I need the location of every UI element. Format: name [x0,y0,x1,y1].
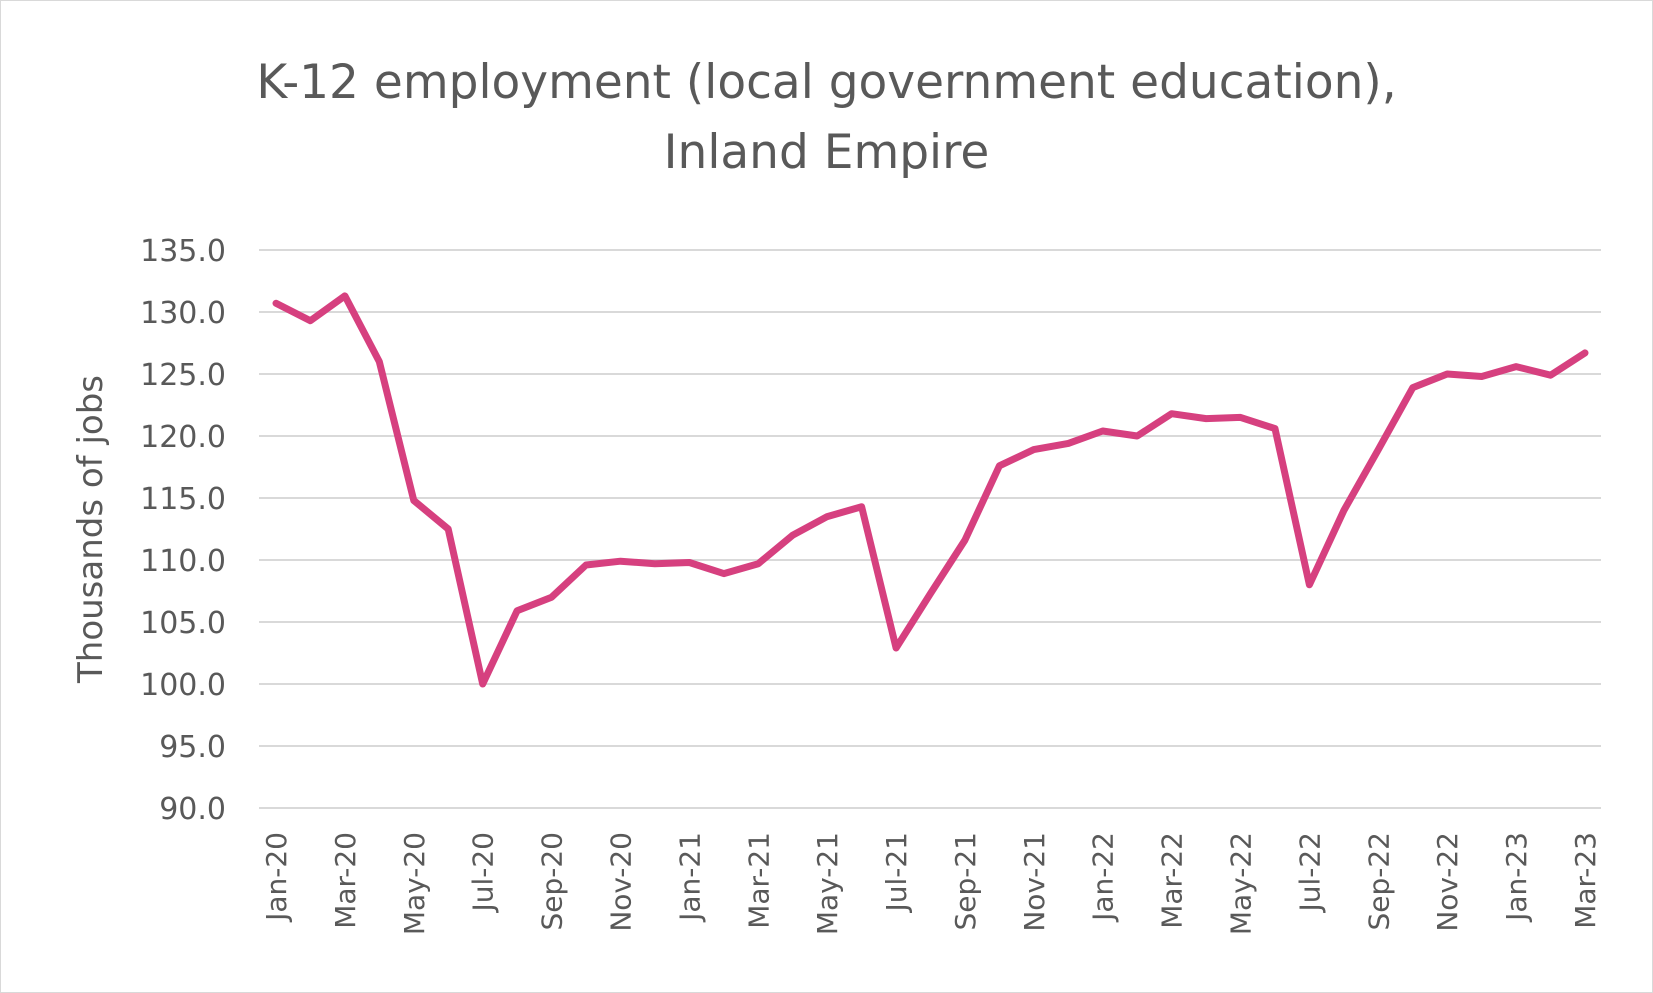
x-tick-label: Jul-22 [1293,832,1326,914]
data-point [1240,416,1242,418]
x-tick-label: Mar-20 [329,832,362,929]
y-tick-label: 125.0 [140,358,226,393]
y-tick-label: 95.0 [159,730,226,765]
series-line-0 [272,292,1589,688]
data-point [309,320,311,322]
data-point [1550,374,1552,376]
y-axis-title: Thousands of jobs [71,375,111,684]
data-point [413,499,415,501]
data-point [1102,430,1104,432]
x-tick-label: Jan-20 [260,832,293,923]
x-tick-label: Mar-21 [742,832,775,929]
x-tick-label: Jan-22 [1087,832,1120,923]
y-tick-label: 110.0 [140,544,226,579]
data-point [826,516,828,518]
data-point [792,534,794,536]
y-axis-ticks: 90.0 95.0 100.0 105.0 110.0 115.0 120.0 125.0 13… [140,234,226,827]
data-point [1308,584,1310,586]
data-point [482,683,484,685]
data-point [930,592,931,594]
data-point [275,302,277,304]
data-point [1067,442,1069,444]
data-point [1136,435,1138,437]
x-tick-label: May-21 [811,832,844,935]
data-point [757,563,759,565]
data-point [998,465,1000,467]
data-point [1377,449,1379,451]
data-point [1481,375,1483,377]
chart-title-line-1: K-12 employment (local government educat… [256,55,1397,110]
data-point [1446,373,1448,375]
chart-title: K-12 employment (local government educat… [0,48,1653,188]
x-tick-label: Mar-23 [1569,832,1602,929]
data-point [1033,449,1035,451]
y-tick-label: 90.0 [159,792,226,827]
y-tick-label: 130.0 [140,296,226,331]
data-point [1171,413,1173,415]
data-point [964,539,966,541]
data-point [1205,418,1207,420]
x-tick-label: Sep-21 [949,832,982,931]
data-point [619,560,621,562]
y-tick-label: 105.0 [140,606,226,641]
x-tick-label: Nov-20 [604,832,637,932]
x-tick-label: Mar-22 [1156,832,1189,929]
data-point [895,647,897,649]
data-point [551,596,553,598]
data-point [1274,428,1276,430]
data-point [447,528,449,530]
y-tick-label: 100.0 [140,668,226,703]
x-axis-ticks: Jan-20 Mar-20 May-20 Jul-20 Sep-20 Nov-20 Jan-… [260,832,1602,935]
chart-title-line-2: Inland Empire [663,125,990,180]
y-tick-label: 115.0 [140,482,226,517]
data-point [723,573,725,575]
data-point [688,561,690,563]
y-tick-label: 135.0 [140,234,226,269]
gridlines [259,249,1601,809]
x-tick-label: Jul-20 [467,832,500,914]
x-tick-label: Jan-23 [1500,832,1533,923]
data-point [344,295,346,297]
data-point [378,361,380,363]
x-tick-label: Sep-20 [536,832,569,931]
data-point [1515,366,1517,368]
data-point [1343,509,1345,511]
x-tick-label: Sep-22 [1362,832,1395,931]
x-tick-label: Jan-21 [673,832,706,923]
x-tick-label: Jul-21 [880,832,913,914]
x-tick-label: May-22 [1225,832,1258,935]
data-point [1412,387,1414,389]
series-group [272,292,1589,688]
data-point [654,563,656,565]
data-point [1584,352,1586,354]
x-tick-label: Nov-21 [1018,832,1051,932]
data-point [516,610,518,612]
data-point [861,506,863,508]
x-tick-label: May-20 [398,832,431,935]
y-tick-label: 120.0 [140,420,226,455]
x-tick-label: Nov-22 [1431,832,1464,932]
data-point [585,564,587,566]
